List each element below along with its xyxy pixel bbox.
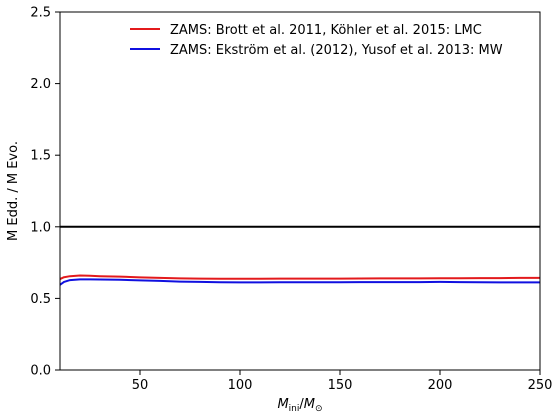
x-axis-label-sub: ini (289, 404, 300, 414)
plot-frame (59, 11, 541, 371)
x-tick-label: 100 (228, 378, 253, 393)
y-axis-label: M Edd. / M Evo. (6, 141, 21, 241)
x-tick-label: 200 (428, 378, 453, 393)
series-line-0 (59, 274, 540, 280)
legend: ZAMS: Brott et al. 2011, Köhler et al. 2… (130, 23, 503, 58)
legend-label-1: ZAMS: Ekström et al. (2012), Yusof et al… (170, 43, 503, 58)
y-tick-label: 1.0 (30, 220, 51, 235)
x-axis-label: Mini/M⊙ (277, 397, 322, 414)
x-axis-label-main: M (277, 397, 288, 412)
x-axis-label-sep: / (299, 397, 304, 412)
x-axis-label-main2: M (304, 397, 315, 412)
x-axis-ticks: 50 100 150 200 250 (132, 370, 553, 393)
x-tick-label: 250 (528, 378, 553, 393)
y-tick-label: 0.5 (30, 292, 51, 307)
series-line-1 (59, 278, 540, 286)
x-tick-label: 50 (132, 378, 149, 393)
y-tick-label: 0.0 (30, 364, 51, 379)
y-tick-label: 2.5 (30, 6, 51, 21)
y-tick-label: 1.5 (30, 149, 51, 164)
x-axis-label-sub2: ⊙ (315, 404, 323, 414)
plot-content (59, 225, 540, 286)
x-tick-label: 150 (328, 378, 353, 393)
legend-label-0: ZAMS: Brott et al. 2011, Köhler et al. 2… (170, 23, 482, 38)
y-tick-label: 2.0 (30, 77, 51, 92)
y-axis-ticks: 0.0 0.5 1.0 1.5 2.0 2.5 (30, 6, 60, 379)
